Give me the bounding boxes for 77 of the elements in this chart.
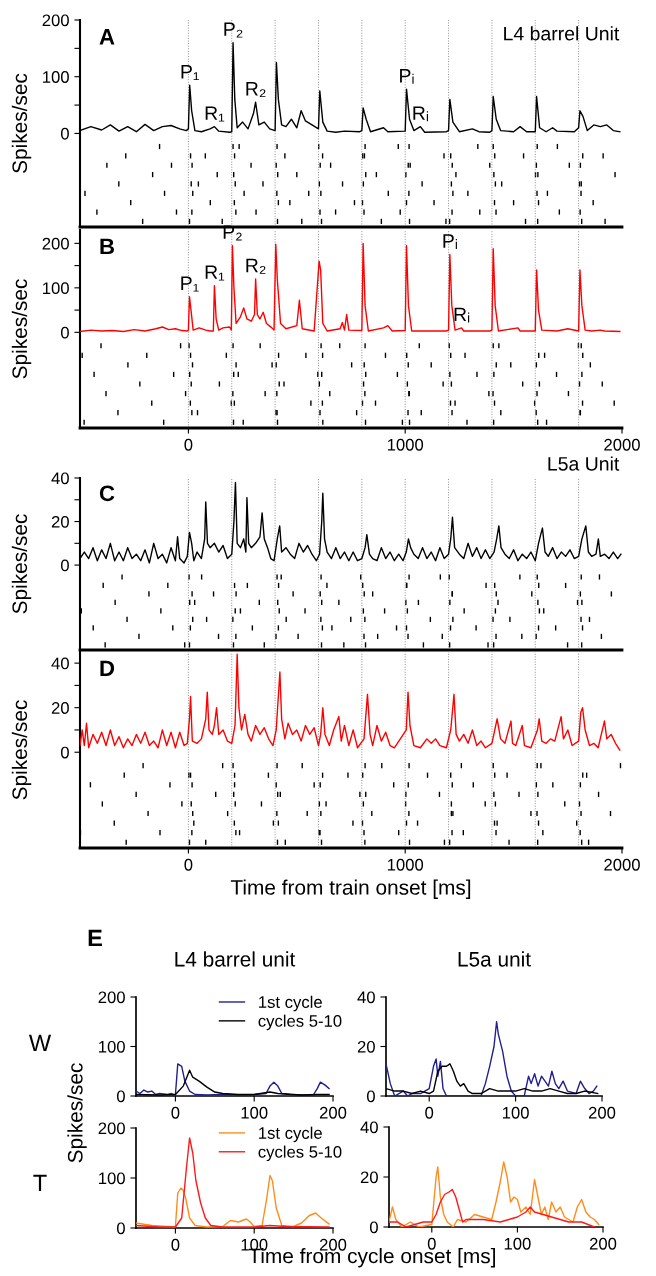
legend-label: 1st cycle: [259, 995, 322, 1012]
legend-label: cycles 5-10: [258, 1145, 342, 1162]
x-tick-label: 2000: [604, 438, 640, 451]
legend-label: 1st cycle: [259, 1126, 322, 1143]
x-tick-label: 0: [184, 438, 193, 451]
y-tick-label: 200: [42, 237, 69, 250]
y-tick-label: 40: [357, 991, 375, 1004]
y-axis-title: Spikes/sec: [11, 700, 32, 800]
y-tick-label: 100: [99, 1040, 125, 1053]
x-tick-label: 2000: [604, 858, 640, 871]
x-tick-label: 100: [502, 1106, 529, 1119]
y-tick-label: 40: [51, 472, 69, 485]
y-tick-label: 40: [51, 657, 69, 670]
text: E: [88, 929, 102, 947]
y-tick-label: 0: [366, 1090, 375, 1103]
annotation: R₂: [246, 258, 266, 274]
x-tick-label: 100: [504, 1237, 531, 1250]
line-series: [389, 1188, 596, 1227]
x-tick-label: 200: [589, 1237, 617, 1250]
y-tick-label: 200: [98, 991, 125, 1004]
annotation: Pᵢ: [443, 234, 457, 250]
x-tick-label: 0: [427, 1237, 436, 1250]
legend-label: cycles 5-10: [258, 1014, 342, 1031]
x-axis-title: Time from train onset [ms]: [230, 879, 471, 899]
y-tick-label: 20: [51, 515, 69, 528]
line-series: [386, 1021, 598, 1096]
y-tick-label: 20: [51, 702, 69, 714]
y-tick-label: 40: [360, 1121, 378, 1134]
y-tick-label: 0: [116, 1090, 125, 1103]
annotation: R₁: [205, 265, 225, 281]
line-series: [136, 1174, 330, 1228]
y-tick-label: 0: [369, 1221, 378, 1234]
x-tick-label: 0: [425, 1106, 434, 1119]
y-tick-label: 100: [99, 1172, 125, 1185]
chart-title: C: [99, 485, 115, 502]
y-tick-label: 0: [60, 127, 69, 140]
annotation: P₁: [181, 65, 199, 81]
y-tick-label: 100: [43, 282, 69, 295]
annotation: Pᵢ: [400, 69, 414, 84]
line-series: [80, 653, 621, 751]
chart-title: L5a unit: [458, 951, 531, 967]
y-tick-label: 20: [360, 1171, 378, 1184]
y-tick-label: 20: [357, 1040, 375, 1053]
y-tick-label: 0: [116, 1222, 125, 1235]
x-tick-label: 0: [171, 1238, 180, 1251]
y-axis-title: Spikes/sec: [11, 514, 32, 614]
x-tick-label: 100: [241, 1106, 268, 1119]
x-tick-label: 200: [319, 1106, 347, 1119]
chart-title: A: [99, 29, 115, 45]
y-tick-label: 100: [43, 71, 69, 83]
y-tick-label: 0: [60, 746, 69, 759]
line-series: [389, 1161, 600, 1227]
y-tick-label: 200: [42, 14, 69, 27]
chart-title: D: [100, 660, 115, 676]
chart-title: B: [100, 238, 115, 255]
y-tick-label: 0: [60, 559, 69, 572]
text: W: [28, 1034, 52, 1052]
annotation: P₂: [224, 22, 243, 38]
x-tick-label: 0: [171, 1106, 180, 1119]
chart-subtitle: L5a Unit: [548, 456, 620, 471]
annotation: R₂: [246, 82, 266, 98]
y-tick-label: 200: [98, 1122, 125, 1135]
text: T: [33, 1174, 47, 1192]
x-tick-label: 1000: [387, 858, 424, 871]
x-tick-label: 200: [588, 1106, 616, 1119]
y-axis-title: Spikes/sec: [67, 1063, 87, 1163]
y-tick-label: 0: [60, 326, 69, 339]
x-tick-label: 0: [184, 858, 193, 871]
annotation: R₁: [205, 106, 225, 122]
annotation: Rᵢ: [454, 307, 470, 323]
annotation: Rᵢ: [413, 106, 428, 122]
y-axis-title: Spikes/sec: [11, 73, 32, 173]
annotation: P₁: [181, 276, 199, 292]
y-axis-title: Spikes/sec: [11, 279, 32, 379]
chart-title: L4 barrel unit: [175, 951, 296, 967]
x-tick-label: 1000: [387, 438, 424, 451]
chart-subtitle: L4 barrel Unit: [504, 26, 620, 41]
